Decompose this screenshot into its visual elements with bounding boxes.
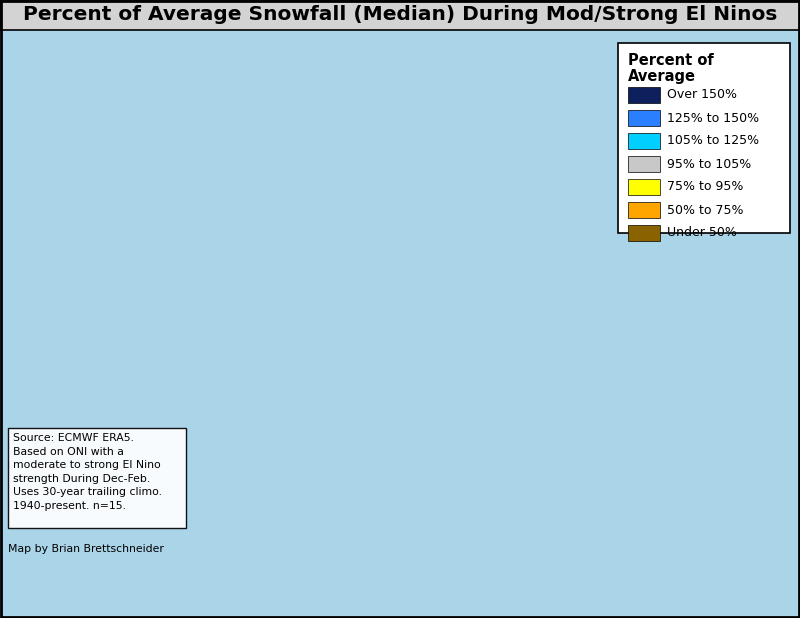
Bar [618,43,790,233]
Bar [628,87,660,103]
Text: 75% to 95%: 75% to 95% [667,180,743,193]
Text: Percent of: Percent of [628,53,714,68]
Bar [628,202,660,218]
Text: Map by Brian Brettschneider: Map by Brian Brettschneider [8,544,164,554]
Text: Percent of Average Snowfall (Median) During Mod/Strong El Ninos: Percent of Average Snowfall (Median) Dur… [23,6,777,25]
Text: 50% to 75%: 50% to 75% [667,203,743,216]
Bar [628,156,660,172]
Bar [628,179,660,195]
Text: Over 150%: Over 150% [667,88,737,101]
Bar [628,110,660,126]
Bar [628,133,660,149]
Bar [8,428,186,528]
Bar [0,0,800,30]
Text: 125% to 150%: 125% to 150% [667,111,759,124]
Text: Under 50%: Under 50% [667,227,737,240]
Text: Source: ECMWF ERA5.
Based on ONI with a
moderate to strong El Nino
strength Duri: Source: ECMWF ERA5. Based on ONI with a … [13,433,162,511]
Text: 95% to 105%: 95% to 105% [667,158,751,171]
Text: Average: Average [628,69,696,84]
Text: 105% to 125%: 105% to 125% [667,135,759,148]
Bar [628,225,660,241]
